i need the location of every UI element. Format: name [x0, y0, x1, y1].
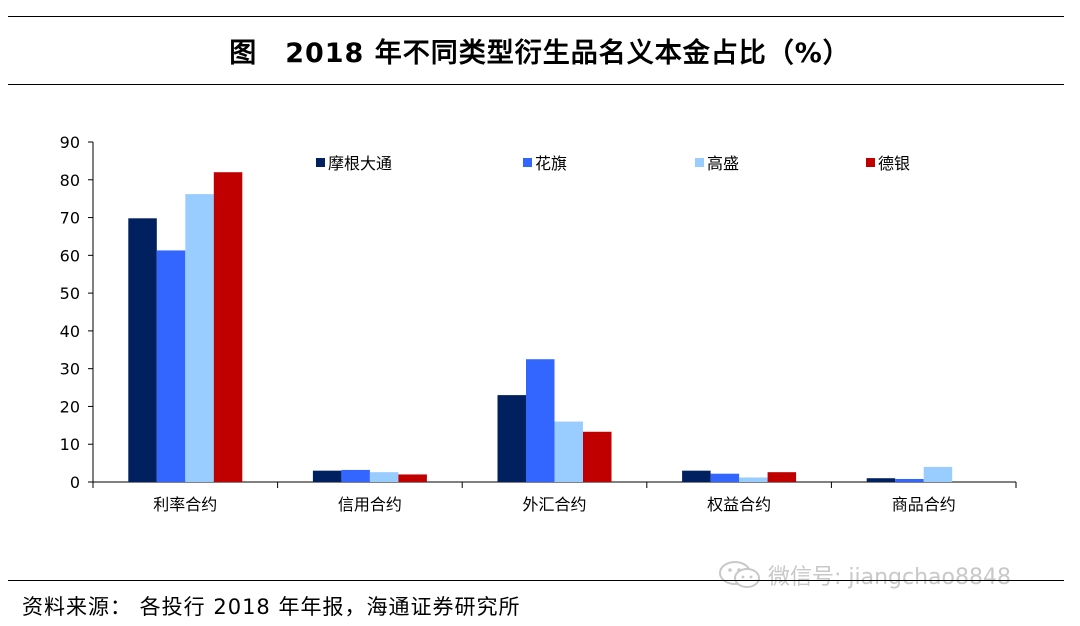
bar-3-1	[185, 194, 214, 482]
bar-3-3	[554, 421, 583, 482]
bar-2-3	[526, 359, 555, 482]
bar-2-1	[156, 250, 186, 482]
y-tick-label: 50	[60, 284, 80, 303]
legend-swatch	[866, 158, 875, 167]
watermark: 微信号: jiangchao8848	[718, 559, 1011, 591]
y-tick-label: 60	[60, 246, 80, 265]
top-rule	[8, 16, 1064, 17]
title-rule	[8, 84, 1064, 85]
bar-1-2	[312, 470, 342, 482]
legend-swatch	[695, 158, 704, 167]
legend-label: 高盛	[707, 154, 739, 173]
figure-label: 图	[229, 37, 258, 69]
chart-title: 图 2018 年不同类型衍生品名义本金占比（%）	[0, 27, 1080, 73]
x-tick-label: 外汇合约	[522, 495, 586, 514]
bar-2-2	[341, 469, 370, 482]
source-note: 资料来源： 各投行 2018 年年报，海通证券研究所	[22, 595, 521, 619]
bar-2-5	[895, 478, 924, 482]
watermark-text: 微信号: jiangchao8848	[768, 565, 1011, 590]
y-tick-label: 40	[60, 322, 80, 341]
y-tick-label: 80	[60, 171, 80, 190]
bar-4-1	[213, 172, 243, 482]
x-tick-label: 商品合约	[892, 495, 956, 514]
bar-3-5	[923, 466, 953, 482]
y-tick-label: 90	[60, 133, 80, 152]
y-tick-label: 30	[60, 360, 80, 379]
legend-label: 德银	[878, 154, 910, 173]
bar-4-4	[767, 472, 797, 482]
bar-4-3	[583, 431, 612, 482]
x-tick-label: 利率合约	[153, 495, 217, 514]
chart-title-text: 2018 年不同类型衍生品名义本金占比（%）	[285, 37, 851, 69]
x-tick-label: 信用合约	[338, 495, 402, 514]
bar-3-4	[739, 477, 768, 482]
y-tick-label: 20	[60, 397, 80, 416]
legend-swatch	[523, 158, 532, 167]
y-tick-label: 70	[60, 209, 80, 228]
y-tick-label: 10	[60, 435, 80, 454]
legend-swatch	[316, 158, 325, 167]
bar-1-4	[682, 470, 711, 482]
bar-1-5	[866, 478, 896, 482]
legend-label: 摩根大通	[328, 154, 392, 173]
bar-2-4	[710, 473, 740, 482]
bar-4-2	[398, 474, 427, 482]
bottom-rule	[8, 580, 1064, 581]
bar-chart: 0 10 20 30 40 50 60 70 80 90 利率合约 信用合约 外汇合约 权益合约 商品合约 摩…	[60, 133, 1017, 514]
wechat-icon	[719, 561, 760, 588]
bar-1-1	[128, 218, 157, 483]
bar-3-2	[369, 472, 399, 482]
legend-label: 花旗	[535, 154, 567, 173]
y-tick-label: 0	[70, 473, 80, 492]
x-tick-label: 权益合约	[707, 495, 771, 514]
bar-1-3	[497, 395, 526, 482]
